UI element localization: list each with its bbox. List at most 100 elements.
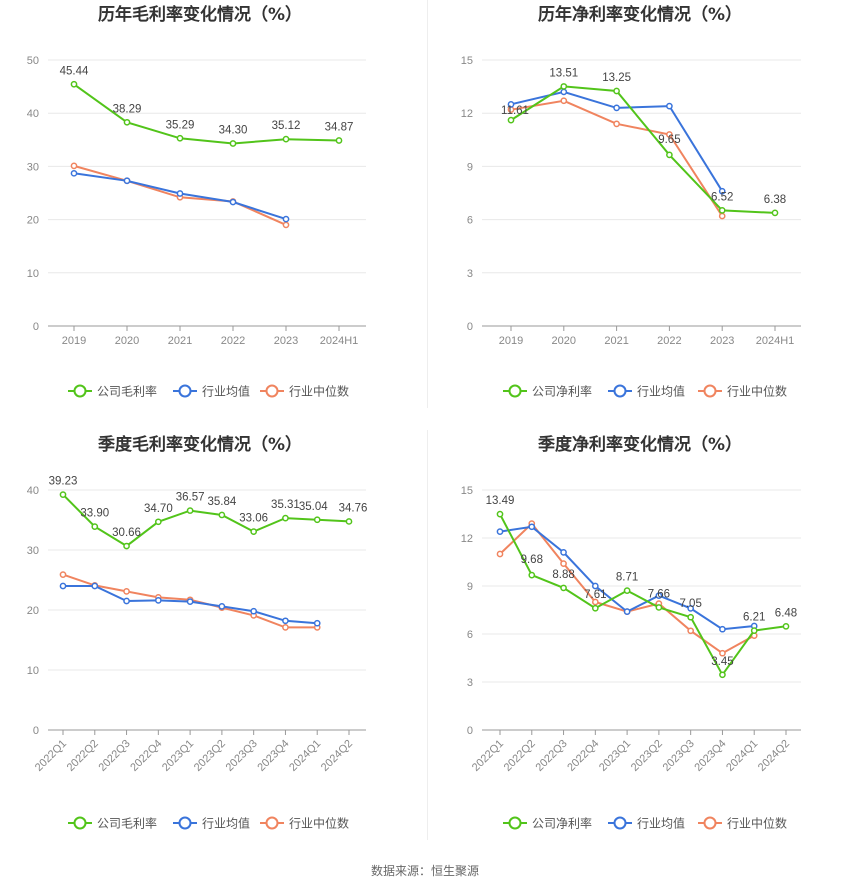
- legend-label: 公司毛利率: [97, 816, 157, 831]
- y-tick-label: 12: [461, 533, 473, 545]
- data-label: 6.21: [743, 612, 765, 624]
- series-line: [73, 83, 340, 145]
- y-tick-label: 20: [27, 215, 39, 227]
- legend-item[interactable]: 行业中位数: [260, 384, 349, 399]
- y-tick-label: 30: [27, 545, 39, 557]
- quarterly-gross-margin-chart: 季度毛利率变化情况（%）0102030402022Q12022Q22022Q32…: [27, 434, 368, 831]
- y-tick-label: 6: [467, 215, 473, 227]
- y-tick-label: 0: [467, 725, 473, 737]
- y-tick-label: 3: [467, 268, 473, 280]
- x-tick-label: 2024Q2: [319, 738, 355, 774]
- legend-marker: [508, 816, 522, 830]
- data-label: 8.71: [616, 572, 638, 584]
- data-point: [560, 549, 567, 556]
- data-point: [229, 140, 237, 147]
- legend-item[interactable]: 行业均值: [608, 384, 685, 399]
- legend-item[interactable]: 公司净利率: [503, 384, 592, 399]
- x-tick-label: 2023Q3: [224, 738, 260, 774]
- y-tick-label: 30: [27, 161, 39, 173]
- chart-title: 历年净利率变化情况（%）: [538, 4, 742, 25]
- data-point: [313, 516, 321, 524]
- y-tick-label: 9: [467, 581, 473, 593]
- data-point: [719, 649, 726, 657]
- data-point: [687, 613, 695, 621]
- data-label: 9.68: [521, 554, 543, 566]
- data-point: [176, 190, 184, 197]
- data-point: [154, 518, 162, 526]
- data-label: 35.29: [166, 119, 195, 131]
- data-label: 33.06: [239, 513, 268, 525]
- legend-marker: [265, 384, 279, 398]
- data-point: [560, 97, 568, 105]
- data-label: 7.05: [679, 598, 701, 610]
- x-tick-label: 2024H1: [756, 335, 795, 347]
- legend-item[interactable]: 行业中位数: [698, 816, 787, 831]
- legend-item[interactable]: 行业中位数: [260, 816, 349, 831]
- x-tick-label: 2020: [552, 335, 576, 347]
- y-tick-label: 10: [27, 665, 39, 677]
- data-point: [771, 209, 779, 217]
- legend-item[interactable]: 行业均值: [173, 384, 250, 399]
- x-tick-label: 2022: [221, 335, 245, 347]
- legend-label: 行业中位数: [289, 816, 349, 831]
- vertical-divider-bottom: [427, 430, 428, 840]
- y-tick-label: 12: [461, 108, 473, 120]
- data-point: [718, 212, 726, 220]
- legend-item[interactable]: 公司毛利率: [68, 384, 157, 399]
- chart-title: 历年毛利率变化情况（%）: [98, 4, 302, 25]
- x-tick-label: 2021: [168, 335, 192, 347]
- y-tick-label: 3: [467, 677, 473, 689]
- chart-title: 季度净利率变化情况（%）: [538, 434, 742, 455]
- data-point: [91, 582, 99, 590]
- data-point: [687, 627, 695, 635]
- x-tick-label: 2024Q2: [756, 738, 792, 774]
- data-point: [613, 87, 620, 95]
- legend-label: 行业均值: [637, 816, 685, 831]
- x-tick-label: 2022: [657, 335, 681, 347]
- y-tick-label: 6: [467, 629, 473, 641]
- data-point: [59, 491, 67, 498]
- data-point: [123, 177, 131, 185]
- x-tick-label: 2023: [710, 335, 734, 347]
- x-tick-label: 2021: [604, 335, 628, 347]
- data-point: [282, 624, 289, 631]
- legend-item[interactable]: 行业中位数: [698, 384, 787, 399]
- legend-item[interactable]: 公司净利率: [503, 816, 592, 831]
- x-tick-label: 2022Q3: [534, 738, 570, 774]
- data-source: 数据来源：恒生聚源: [370, 864, 479, 878]
- data-label: 33.90: [80, 508, 109, 520]
- series-line: [510, 85, 776, 214]
- data-point: [591, 604, 599, 612]
- data-point: [70, 80, 78, 88]
- data-label: 3.45: [711, 656, 733, 668]
- legend-marker: [703, 384, 717, 398]
- x-tick-label: 2020: [115, 335, 139, 347]
- data-point: [282, 617, 289, 625]
- data-label: 35.04: [299, 501, 328, 513]
- data-point: [507, 100, 515, 108]
- y-tick-label: 0: [33, 725, 39, 737]
- legend-marker: [73, 816, 87, 830]
- data-point: [560, 88, 568, 96]
- series-line: [62, 493, 350, 548]
- legend-item[interactable]: 行业均值: [608, 816, 685, 831]
- data-point: [176, 134, 184, 142]
- legend-item[interactable]: 公司毛利率: [68, 816, 157, 831]
- data-point: [591, 598, 599, 606]
- data-label: 11.61: [501, 105, 529, 117]
- legend-marker: [613, 816, 627, 830]
- legend-marker: [178, 816, 192, 830]
- data-point: [496, 550, 504, 558]
- data-point: [218, 511, 226, 519]
- x-tick-label: 2023Q2: [192, 738, 228, 774]
- y-tick-label: 20: [27, 605, 39, 617]
- data-point: [282, 135, 290, 143]
- data-label: 7.66: [648, 588, 670, 600]
- data-point: [560, 584, 567, 592]
- legend-item[interactable]: 行业均值: [173, 816, 250, 831]
- data-point: [186, 598, 194, 605]
- data-point: [250, 607, 258, 615]
- data-label: 6.52: [711, 191, 733, 203]
- data-point: [666, 102, 673, 110]
